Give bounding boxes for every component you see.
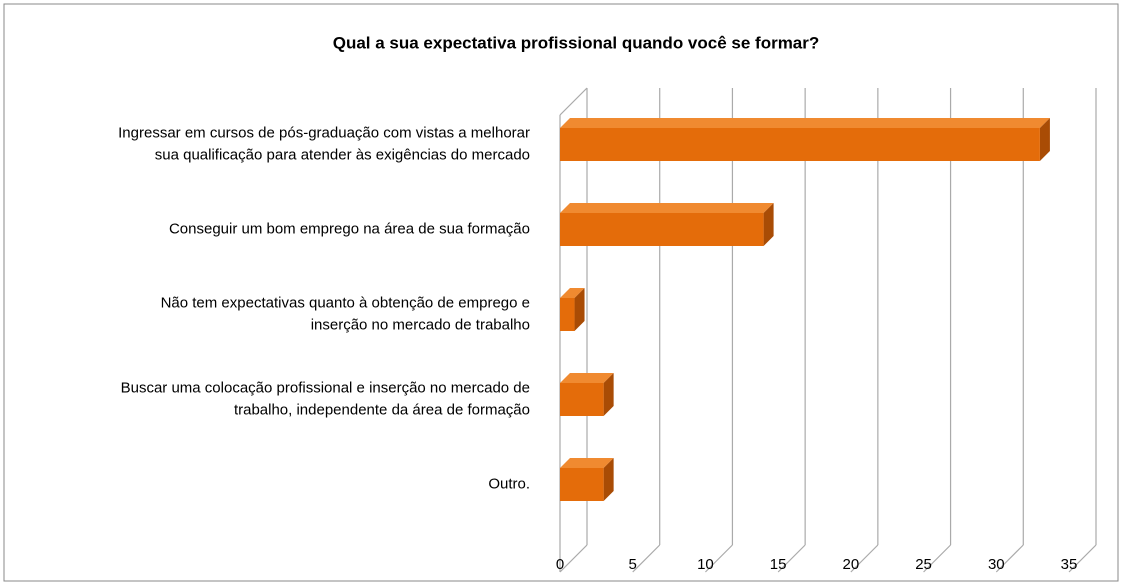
floor-line (559, 544, 588, 573)
y-tick-label: Não tem expectativas quanto à obtenção d… (161, 294, 530, 333)
bar-top (560, 203, 774, 213)
bar-front (560, 128, 1040, 161)
x-tick-label: 35 (1061, 556, 1078, 573)
bar (560, 288, 585, 331)
bar (560, 373, 614, 416)
floor-line (632, 544, 661, 573)
bar (560, 458, 614, 501)
y-tick-label: Buscar uma colocação profissional e inse… (121, 379, 530, 418)
floor-line (777, 544, 806, 573)
bar-front (560, 213, 764, 246)
floor-line (995, 544, 1024, 573)
y-tick-label: Outro. (488, 475, 530, 492)
floor-line (705, 544, 733, 573)
y-tick-label: Ingressar em cursos de pós-graduação com… (118, 124, 530, 163)
bar-front (560, 383, 604, 416)
axis-line (559, 87, 588, 116)
bar-top (560, 458, 614, 468)
x-tick-label: 20 (843, 556, 860, 573)
bar-top (560, 288, 585, 298)
bar (560, 118, 1050, 161)
bar-side (574, 288, 585, 331)
bar-side (763, 203, 774, 246)
x-tick-label: 15 (770, 556, 787, 573)
x-tick-label: 30 (988, 556, 1005, 573)
floor-line (850, 544, 879, 573)
bar-side (603, 458, 614, 501)
bar-side (1039, 118, 1050, 161)
x-tick-label: 25 (915, 556, 932, 573)
bar-top (560, 118, 1050, 128)
floor-line (923, 544, 951, 573)
bar-side (603, 373, 614, 416)
bar-front (560, 468, 604, 501)
y-tick-label: Conseguir um bom emprego na área de sua … (169, 220, 530, 237)
x-tick-label: 10 (697, 556, 714, 573)
bar-front (560, 298, 575, 331)
x-tick-label: 5 (629, 556, 637, 573)
bar (560, 203, 774, 246)
bar-top (560, 373, 614, 383)
chart-title: Qual a sua expectativa profissional quan… (333, 33, 820, 52)
x-tick-label: 0 (556, 556, 564, 573)
floor-line (1068, 544, 1097, 573)
